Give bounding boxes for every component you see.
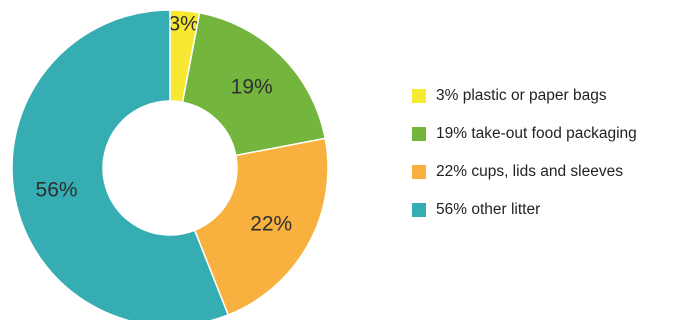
slice-label-19: 19% (231, 75, 273, 98)
legend-label: 56% other litter (436, 201, 541, 218)
legend-swatch (412, 203, 426, 217)
donut-slice-22 (193, 137, 329, 316)
legend: 3% plastic or paper bags 19% take-out foo… (412, 84, 637, 236)
legend-label: 22% cups, lids and sleeves (436, 163, 623, 180)
legend-item: 19% take-out food packaging (412, 122, 637, 146)
slice-label-56: 56% (36, 179, 78, 202)
slice-label-3: 3% (168, 13, 198, 36)
legend-label: 19% take-out food packaging (436, 125, 637, 142)
legend-item: 3% plastic or paper bags (412, 84, 637, 108)
legend-item: 56% other litter (412, 198, 637, 222)
legend-label: 3% plastic or paper bags (436, 87, 607, 104)
legend-swatch (412, 165, 426, 179)
slice-label-22: 22% (250, 213, 292, 236)
donut-slice-19 (181, 11, 327, 157)
donut-chart: 3% 19% 22% 56% (11, 9, 329, 320)
legend-swatch (412, 127, 426, 141)
legend-swatch (412, 89, 426, 103)
donut-slice-56 (11, 9, 230, 320)
legend-item: 22% cups, lids and sleeves (412, 160, 637, 184)
